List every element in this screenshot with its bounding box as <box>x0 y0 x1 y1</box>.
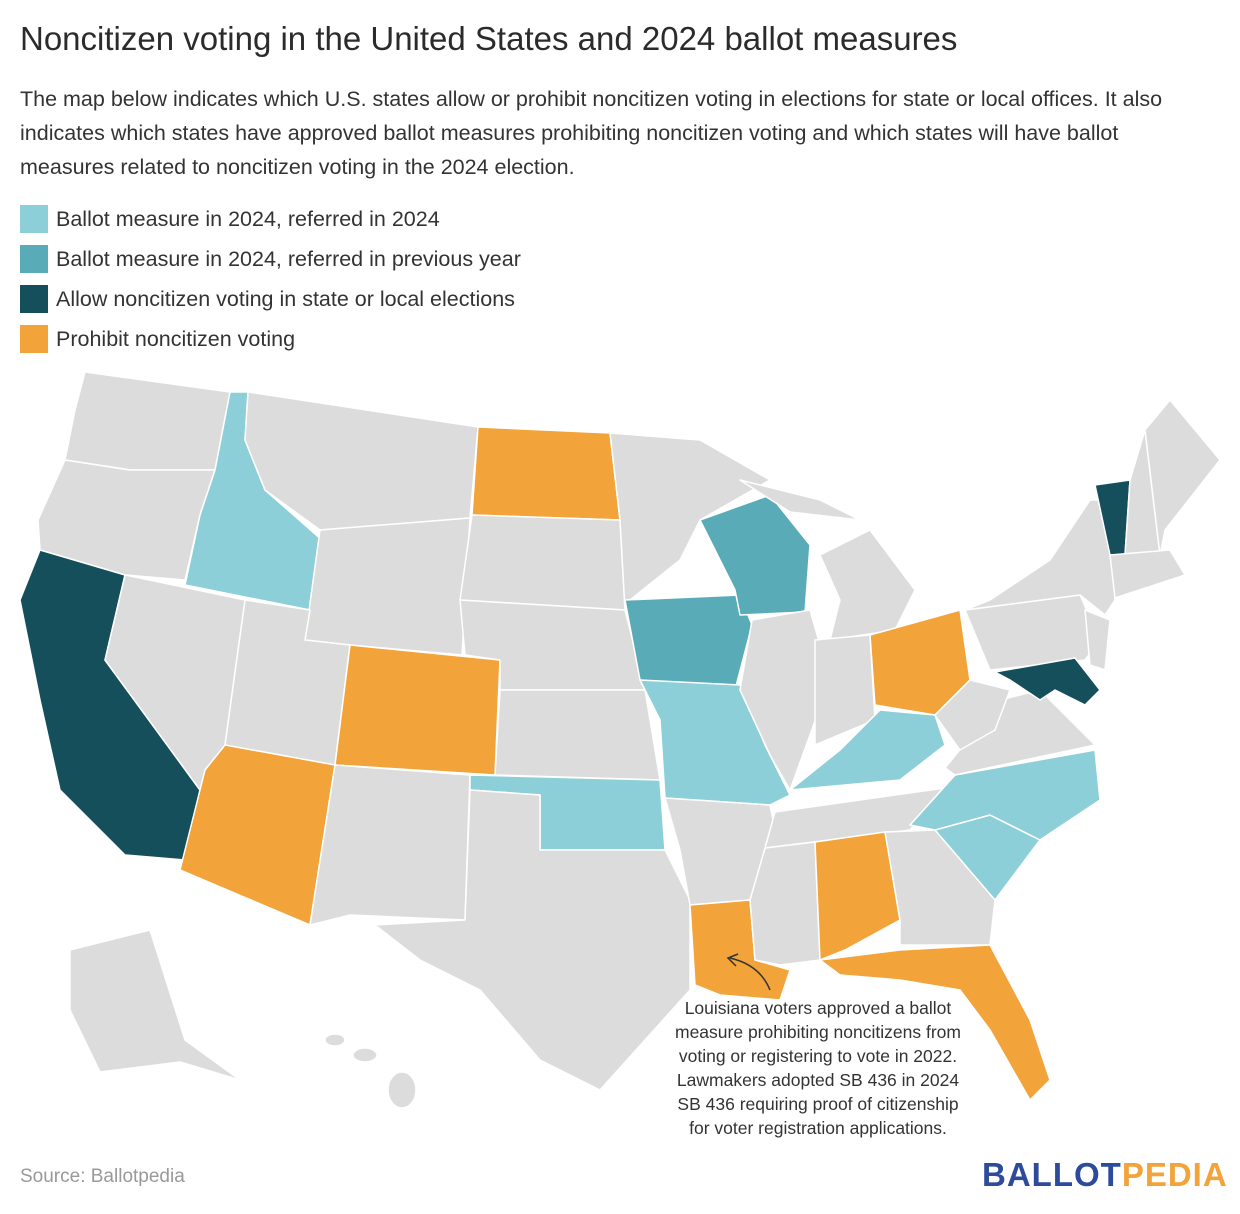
state <box>814 831 901 961</box>
title: Noncitizen voting in the United States a… <box>20 20 958 57</box>
legend-label: Prohibit noncitizen voting <box>56 326 296 351</box>
state <box>1084 609 1111 671</box>
legend-label: Ballot measure in 2024, referred in 2024 <box>56 206 440 231</box>
state <box>909 749 1101 841</box>
state <box>609 432 771 611</box>
state <box>819 529 916 641</box>
state <box>309 764 471 926</box>
logo: BALLOTPEDIA <box>982 1156 1228 1194</box>
state <box>471 426 621 521</box>
state <box>934 679 1011 751</box>
state <box>819 944 1051 1101</box>
legend-swatch <box>20 205 48 233</box>
legend-label: Allow noncitizen voting in state or loca… <box>56 286 515 311</box>
annotation-arrow <box>729 957 771 991</box>
state <box>1144 399 1221 556</box>
state <box>964 499 1116 616</box>
source: Source: Ballotpedia <box>20 1166 185 1187</box>
state <box>387 1071 417 1109</box>
annotation: Louisiana voters approved a ballot measu… <box>675 998 961 1138</box>
legend-swatch <box>20 325 48 353</box>
state <box>624 594 753 691</box>
legend-item: Prohibit noncitizen voting <box>20 324 295 354</box>
legend-swatch <box>20 245 48 273</box>
state <box>494 689 661 781</box>
state <box>37 459 216 581</box>
state <box>459 514 626 611</box>
state <box>64 371 231 471</box>
annotation-arrowhead <box>726 953 739 967</box>
legend-item: Ballot measure in 2024, referred in prev… <box>20 244 521 274</box>
states <box>19 371 1221 1109</box>
legend-swatch <box>20 285 48 313</box>
legend-label: Ballot measure in 2024, referred in prev… <box>56 246 521 271</box>
state <box>304 517 471 656</box>
logo-part: BALLOT <box>982 1156 1122 1193</box>
description: The map below indicates which U.S. state… <box>20 87 1163 179</box>
legend-item: Ballot measure in 2024, referred in 2024 <box>20 204 440 234</box>
logo-part: PEDIA <box>1121 1156 1228 1193</box>
state <box>1109 549 1186 599</box>
legend-item: Allow noncitizen voting in state or loca… <box>20 284 515 314</box>
state <box>764 787 946 849</box>
state <box>374 789 691 1091</box>
state <box>324 1033 346 1047</box>
state <box>739 479 861 521</box>
state <box>334 644 501 776</box>
state <box>69 929 241 1081</box>
state <box>352 1047 378 1063</box>
state <box>994 657 1101 706</box>
